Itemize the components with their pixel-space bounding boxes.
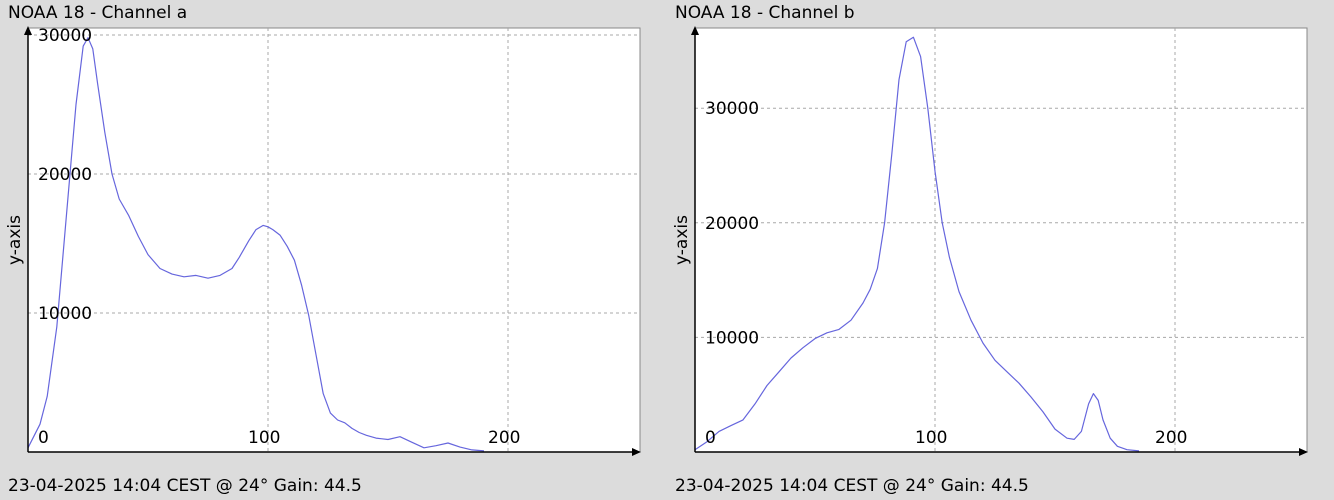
y-tick-label: 20000 (38, 165, 92, 185)
x-tick-label: 200 (488, 428, 520, 448)
x-tick-label: 100 (915, 428, 947, 448)
y-tick-label: 30000 (705, 99, 759, 119)
y-tick-label: 30000 (38, 26, 92, 46)
x-tick-label: 0 (38, 428, 49, 448)
x-tick-label: 100 (248, 428, 280, 448)
x-tick-label: 0 (705, 428, 716, 448)
series-line (694, 36, 1140, 452)
y-tick-label: 10000 (705, 328, 759, 348)
y-tick-label: 20000 (705, 214, 759, 234)
series-line (27, 37, 485, 452)
y-axis-arrow (691, 26, 699, 35)
chart-panel-b: NOAA 18 - Channel b 0 100 200 10000 20000 300… (667, 0, 1334, 500)
chart-panel-a: NOAA 18 - Channel a 0 100 200 10000 20000 300… (5, 3, 641, 496)
plot-area (27, 27, 641, 453)
chart-b-svg: 0 100 200 10000 20000 30000 y-axis (672, 26, 1308, 456)
plot-area (694, 27, 1308, 453)
y-tick-label: 10000 (38, 304, 92, 324)
y-axis-label: y-axis (672, 215, 692, 265)
y-axis-label: y-axis (5, 215, 25, 265)
chart-title-a: NOAA 18 - Channel a (8, 3, 188, 23)
x-tick-label: 200 (1155, 428, 1187, 448)
chart-footer-a: 23-04-2025 14:04 CEST @ 24° Gain: 44.5 (8, 476, 362, 496)
x-axis-arrow (632, 448, 641, 456)
chart-title-b: NOAA 18 - Channel b (675, 3, 855, 23)
chart-a-svg: 0 100 200 10000 20000 30000 y-axis (5, 26, 641, 456)
chart-footer-b: 23-04-2025 14:04 CEST @ 24° Gain: 44.5 (675, 476, 1029, 496)
x-axis-arrow (1299, 448, 1308, 456)
y-axis-arrow (24, 26, 32, 35)
